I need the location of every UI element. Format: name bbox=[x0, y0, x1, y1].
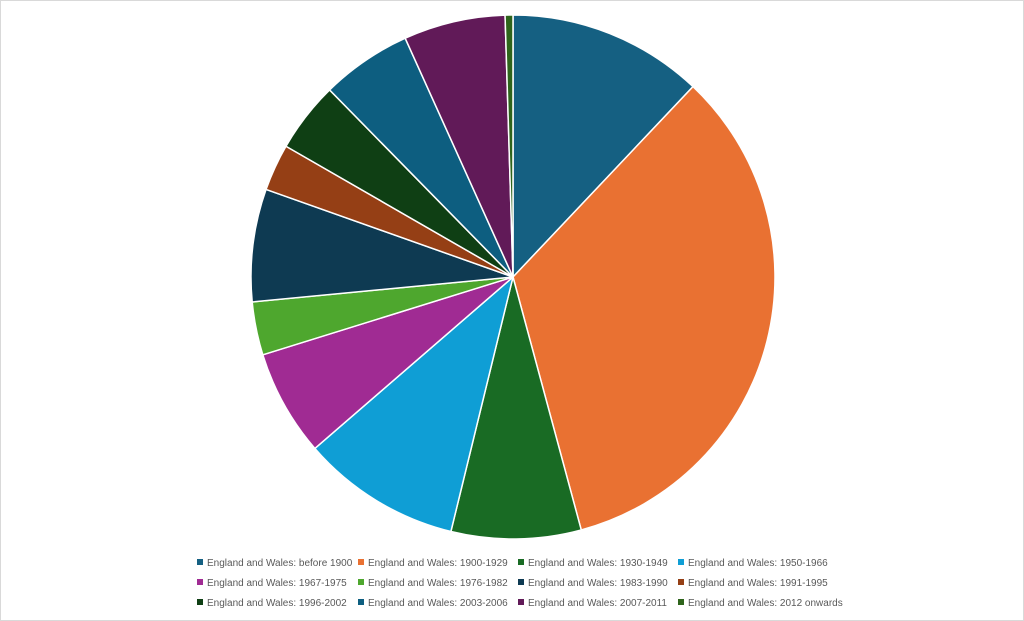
pie-slice-4 bbox=[261, 276, 514, 450]
legend-label: England and Wales: 1967-1975 bbox=[207, 578, 347, 589]
legend-label: England and Wales: 1976-1982 bbox=[368, 578, 508, 589]
legend-swatch bbox=[197, 579, 203, 585]
pie-slice-3 bbox=[313, 274, 515, 533]
legend-item-9: England and Wales: 2003-2006 bbox=[358, 598, 508, 610]
legend-item-8: England and Wales: 1996-2002 bbox=[197, 598, 347, 610]
legend-swatch bbox=[197, 599, 203, 605]
legend-item-5: England and Wales: 1976-1982 bbox=[358, 578, 508, 590]
legend-swatch bbox=[518, 599, 524, 605]
legend-swatch bbox=[518, 559, 524, 565]
legend-item-7: England and Wales: 1991-1995 bbox=[678, 578, 828, 590]
legend-label: England and Wales: 2003-2006 bbox=[368, 598, 508, 609]
pie-slice-1 bbox=[512, 85, 776, 531]
legend-swatch bbox=[678, 559, 684, 565]
pie-slice-11 bbox=[504, 14, 514, 278]
legend-label: England and Wales: 1930-1949 bbox=[528, 558, 668, 569]
legend-swatch bbox=[358, 559, 364, 565]
legend-item-10: England and Wales: 2007-2011 bbox=[518, 598, 667, 610]
legend-item-1: England and Wales: 1900-1929 bbox=[358, 558, 508, 570]
legend-item-3: England and Wales: 1950-1966 bbox=[678, 558, 828, 570]
pie-slice-2 bbox=[449, 276, 583, 540]
pie-slice-0 bbox=[512, 14, 695, 279]
legend-item-2: England and Wales: 1930-1949 bbox=[518, 558, 668, 570]
legend-label: England and Wales: 2007-2011 bbox=[528, 598, 667, 609]
legend-item-11: England and Wales: 2012 onwards bbox=[678, 598, 843, 610]
legend-item-4: England and Wales: 1967-1975 bbox=[197, 578, 347, 590]
legend-item-6: England and Wales: 1983-1990 bbox=[518, 578, 668, 590]
legend-label: England and Wales: 2012 onwards bbox=[688, 598, 843, 609]
legend-item-0: England and Wales: before 1900 bbox=[197, 558, 352, 570]
legend-label: England and Wales: before 1900 bbox=[207, 558, 353, 569]
legend-swatch bbox=[678, 579, 684, 585]
legend-swatch bbox=[197, 559, 203, 565]
legend-swatch bbox=[678, 599, 684, 605]
legend-swatch bbox=[358, 579, 364, 585]
legend-swatch bbox=[518, 579, 524, 585]
legend-swatch bbox=[358, 599, 364, 605]
legend-label: England and Wales: 1900-1929 bbox=[368, 558, 508, 569]
legend-label: England and Wales: 1996-2002 bbox=[207, 598, 347, 609]
legend-label: England and Wales: 1950-1966 bbox=[688, 558, 828, 569]
pie-slice-6 bbox=[250, 188, 514, 303]
legend-label: England and Wales: 1983-1990 bbox=[528, 578, 668, 589]
legend-label: England and Wales: 1991-1995 bbox=[688, 578, 828, 589]
